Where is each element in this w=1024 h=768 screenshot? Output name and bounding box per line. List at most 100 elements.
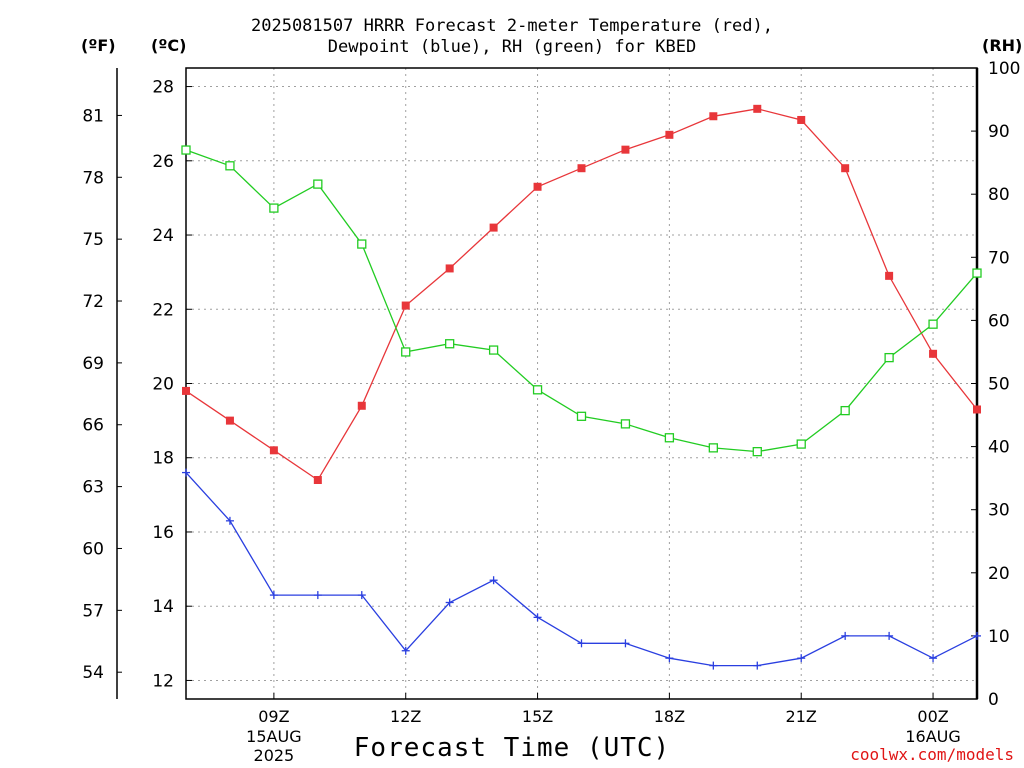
fahrenheit-tick-label: 81: [82, 106, 104, 126]
temperature-point: [577, 164, 586, 173]
rh-point: [225, 161, 235, 171]
dewpoint-point: [621, 639, 630, 648]
celsius-tick-label: 16: [152, 523, 174, 543]
temperature-point: [313, 476, 322, 485]
tick-labels: 12 14 16 18 20 22 24 26 28 54 57 60 63 66 69 72 75 78 81 0 1…: [82, 59, 1020, 765]
temperature-point: [621, 145, 630, 154]
x-tick-sublabel: 15AUG: [246, 727, 301, 746]
rh-point: [796, 439, 806, 449]
rh-point: [269, 203, 279, 213]
dewpoint-point: [797, 654, 806, 663]
temperature-point: [357, 401, 366, 410]
temperature-point: [841, 164, 850, 173]
temperature-point: [753, 104, 762, 113]
rh-tick-label: 0: [988, 690, 999, 710]
temperature-point: [445, 264, 454, 273]
temperature-point: [797, 115, 806, 124]
celsius-tick-label: 20: [152, 375, 174, 395]
dewpoint-point: [885, 631, 894, 640]
rh-tick-label: 60: [988, 311, 1010, 331]
series-dewpoint: [182, 468, 981, 670]
x-tick-sublabel: 16AUG: [905, 727, 960, 746]
celsius-tick-label: 26: [152, 152, 174, 172]
dewpoint-point: [445, 598, 454, 607]
temperature-point: [489, 223, 498, 232]
temperature-point: [269, 446, 278, 455]
rh-tick-label: 40: [988, 438, 1010, 458]
dewpoint-point: [929, 654, 938, 663]
rh-point: [313, 179, 323, 189]
rh-point: [752, 446, 762, 457]
fahrenheit-tick-label: 63: [82, 478, 104, 498]
x-tick-label: 12Z: [390, 707, 421, 726]
rh-point: [357, 239, 367, 249]
fahrenheit-tick-label: 72: [82, 292, 104, 312]
celsius-axis-unit: (ºC): [151, 36, 187, 55]
celsius-tick-label: 22: [152, 300, 174, 320]
rh-point: [620, 419, 631, 429]
temperature-point: [533, 182, 542, 191]
rh-point: [401, 347, 411, 357]
dewpoint-point: [357, 591, 366, 600]
grid-lines: [186, 68, 977, 699]
chart-title-line-2: Dewpoint (blue), RH (green) for KBED: [327, 37, 697, 57]
rh-tick-label: 100: [988, 59, 1020, 79]
dewpoint-point: [225, 516, 234, 525]
dewpoint-point: [313, 591, 322, 600]
celsius-tick-label: 18: [152, 449, 174, 469]
temperature-point: [401, 301, 410, 310]
temperature-point: [929, 349, 938, 358]
credit-text: coolwx.com/models: [850, 745, 1014, 764]
series-temperature: [182, 104, 981, 485]
fahrenheit-tick-label: 54: [82, 663, 104, 683]
rh-tick-label: 30: [988, 501, 1010, 521]
rh-point: [664, 433, 675, 443]
dewpoint-point: [533, 613, 542, 622]
celsius-tick-label: 14: [152, 597, 174, 617]
dewpoint-point: [489, 576, 498, 585]
temperature-point: [973, 405, 981, 414]
dewpoint-line: [185, 472, 978, 667]
rh-axis-unit: (RH): [982, 36, 1023, 55]
rh-point: [532, 385, 543, 395]
temperature-point: [709, 112, 718, 121]
rh-tick-label: 70: [988, 248, 1010, 268]
celsius-tick-label: 24: [152, 226, 174, 246]
series-rh: [181, 145, 982, 457]
x-tick-label: 18Z: [654, 707, 685, 726]
rh-tick-label: 20: [988, 564, 1010, 584]
rh-point: [576, 411, 587, 421]
rh-point: [445, 339, 455, 349]
x-tick-sublabel: 2025: [254, 746, 295, 765]
rh-tick-label: 90: [988, 122, 1010, 142]
dewpoint-point: [841, 631, 850, 640]
rh-point: [840, 405, 850, 416]
fahrenheit-tick-label: 57: [82, 601, 104, 621]
fahrenheit-tick-label: 78: [82, 168, 104, 188]
temperature-point: [182, 386, 190, 395]
x-tick-label: 09Z: [258, 707, 289, 726]
chart-title-line-1: 2025081507 HRRR Forecast 2-meter Tempera…: [251, 16, 773, 36]
temperature-point: [225, 416, 234, 425]
temperature-point: [665, 130, 674, 139]
dewpoint-point: [753, 661, 762, 670]
rh-tick-label: 50: [988, 375, 1010, 395]
fahrenheit-tick-label: 75: [82, 230, 104, 250]
series-layer: [181, 104, 982, 670]
celsius-tick-label: 12: [152, 671, 174, 691]
dewpoint-point: [401, 646, 410, 655]
temperature-point: [885, 271, 894, 280]
dewpoint-point: [577, 639, 586, 648]
rh-point: [488, 345, 499, 355]
rh-point: [884, 352, 894, 363]
axes: [116, 67, 979, 700]
rh-line: [185, 149, 978, 453]
rh-point: [928, 319, 938, 329]
dewpoint-point: [665, 654, 674, 663]
rh-point: [181, 145, 191, 155]
x-tick-label: 00Z: [917, 707, 948, 726]
x-tick-label: 15Z: [522, 707, 553, 726]
rh-tick-label: 10: [988, 627, 1010, 647]
fahrenheit-tick-label: 60: [82, 539, 104, 559]
